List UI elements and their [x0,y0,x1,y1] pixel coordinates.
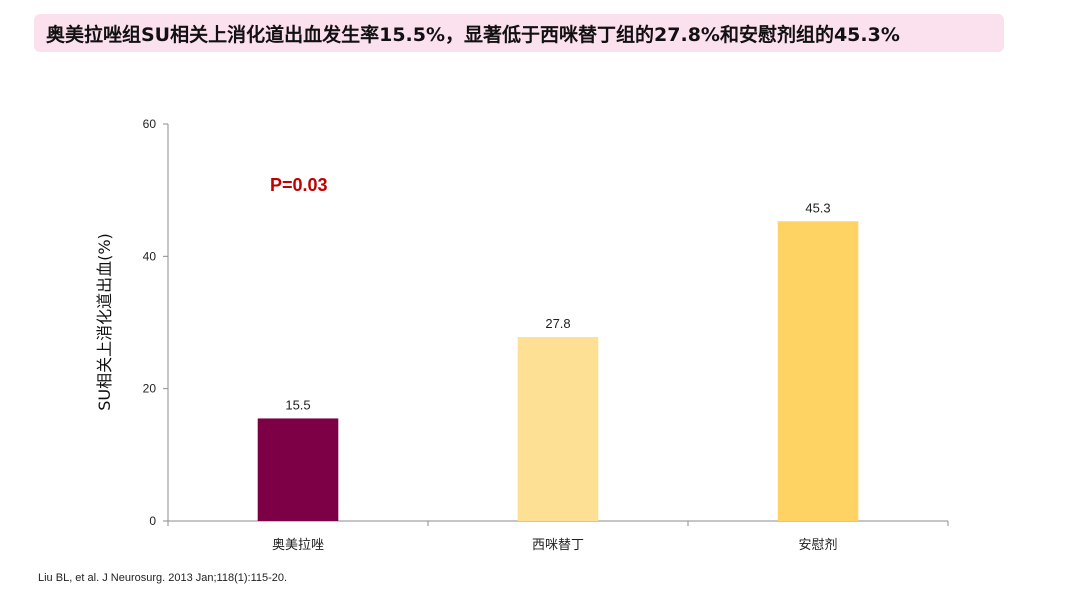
citation: Liu BL, et al. J Neurosurg. 2013 Jan;118… [38,572,288,584]
y-tick-label: 40 [143,249,157,263]
bar-value-label: 27.8 [545,316,570,331]
bar [517,337,599,521]
bar [257,418,339,521]
y-tick-label: 0 [149,514,156,528]
y-axis-label: SU相关上消化道出血(%) [95,233,114,411]
x-tick-label: 安慰剂 [798,538,837,553]
bar-value-label: 15.5 [285,397,310,412]
x-tick-label: 西咪替丁 [532,538,584,553]
y-tick-label: 60 [143,117,157,131]
y-axis: 0 20 40 60 [143,117,169,528]
p-value-annotation: P=0.03 [270,175,328,195]
page-title: 奥美拉唑组SU相关上消化道出血发生率15.5%，显著低于西咪替丁组的27.8%和… [46,23,900,46]
bars: 15.5 奥美拉唑 27.8 西咪替丁 45.3 安慰剂 [257,200,859,553]
y-tick-label: 20 [143,382,157,396]
bar [777,221,859,521]
bar-value-label: 45.3 [805,200,830,215]
x-tick-label: 奥美拉唑 [272,537,324,553]
x-axis [167,520,949,526]
title-banner: 奥美拉唑组SU相关上消化道出血发生率15.5%，显著低于西咪替丁组的27.8%和… [34,14,1004,52]
